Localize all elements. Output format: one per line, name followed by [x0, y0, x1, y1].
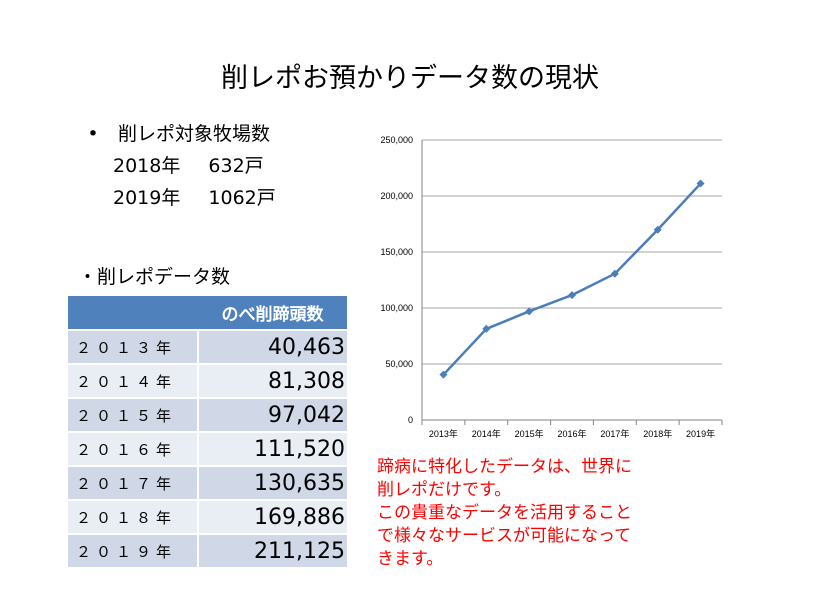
data-point: [696, 179, 705, 188]
data-point: [568, 291, 576, 300]
table-row: ２０１６年 111,520: [68, 432, 347, 467]
note-line: 蹄病に特化したデータは、世界に: [377, 457, 632, 477]
table-cell-value: 169,886: [198, 500, 347, 535]
table-cell-value: 111,520: [198, 432, 347, 467]
note-line: この貴重なデータを活用すること: [377, 503, 632, 523]
table-cell-year: ２０１７年: [68, 466, 199, 501]
table-cell-year: ２０１９年: [68, 534, 199, 569]
y-tick-label: 250,000: [380, 135, 413, 145]
farm-count-row: 2019年 1062戸: [86, 182, 276, 214]
table-header-empty: [68, 296, 198, 331]
table-row: ２０１３年 40,463: [68, 330, 347, 365]
farm-count-value: 632戸: [208, 155, 264, 177]
x-tick-label: 2018年: [643, 428, 672, 439]
data-point: [610, 269, 619, 278]
table-header-row: のべ削蹄頭数: [68, 296, 347, 331]
table-cell-value: 40,463: [198, 330, 347, 365]
y-tick-label: 0: [408, 415, 413, 425]
table-cell-value: 211,125: [198, 534, 347, 569]
y-tick-label: 100,000: [380, 303, 413, 313]
data-point: [653, 225, 662, 234]
x-tick-label: 2017年: [600, 428, 629, 439]
table-cell-year: ２０１４年: [68, 364, 199, 399]
table-row: ２０１８年 169,886: [68, 500, 347, 535]
data-point: [482, 324, 491, 333]
farm-count-year: 2018年: [113, 155, 181, 177]
series-line: [442, 182, 702, 376]
x-tick-label: 2014年: [472, 428, 501, 439]
farm-count-heading-line: • 削レポ対象牧場数: [86, 118, 276, 150]
line-chart: 0 50,000 100,000 150,000 200,000 250,000 2013年…: [380, 135, 723, 439]
table-cell-year: ２０１５年: [68, 398, 199, 433]
table-row: ２０１７年 130,635: [68, 466, 347, 501]
table-cell-year: ２０１６年: [68, 432, 199, 467]
bullet-marker: •: [87, 123, 99, 145]
table-cell-year: ２０１８年: [68, 500, 199, 535]
x-tick-label: 2013年: [429, 428, 458, 439]
x-tick-label: 2015年: [515, 428, 544, 439]
x-tick-label: 2016年: [557, 428, 586, 439]
table-cell-year: ２０１３年: [68, 330, 199, 365]
data-point: [439, 370, 448, 379]
table-row: ２０１４年 81,308: [68, 364, 347, 399]
y-tick-label: 50,000: [385, 359, 413, 369]
y-tick-label: 200,000: [380, 191, 413, 201]
data-point: [525, 307, 534, 316]
data-count-table: のべ削蹄頭数 ２０１３年 40,463 ２０１４年 81,308 ２０１５年 9…: [68, 296, 347, 569]
table-cell-value: 81,308: [198, 364, 347, 399]
farm-count-heading: 削レポ対象牧場数: [118, 123, 271, 145]
farm-count-section: • 削レポ対象牧場数 2018年 632戸 2019年 1062戸: [86, 118, 276, 214]
note-line: で様々なサービスが可能になって: [377, 526, 632, 546]
y-tick-label: 150,000: [380, 247, 413, 257]
note-text: 蹄病に特化したデータは、世界に 削レポだけです。 この貴重なデータを活用すること…: [377, 456, 632, 571]
farm-count-value: 1062戸: [208, 187, 276, 209]
table-row: ２０１９年 211,125: [68, 534, 347, 569]
farm-count-row: 2018年 632戸: [86, 150, 276, 182]
note-line: 削レポだけです。: [377, 480, 512, 500]
data-count-heading: ・削レポデータ数: [78, 266, 231, 288]
page-title: 削レポお預かりデータ数の現状: [221, 63, 599, 94]
farm-count-year: 2019年: [113, 187, 181, 209]
table-cell-value: 97,042: [198, 398, 347, 433]
table-cell-value: 130,635: [198, 466, 347, 501]
table-row: ２０１５年 97,042: [68, 398, 347, 433]
x-tick-label: 2019年: [686, 428, 715, 439]
table-header-label: のべ削蹄頭数: [198, 296, 347, 331]
note-line: きます。: [377, 549, 444, 569]
